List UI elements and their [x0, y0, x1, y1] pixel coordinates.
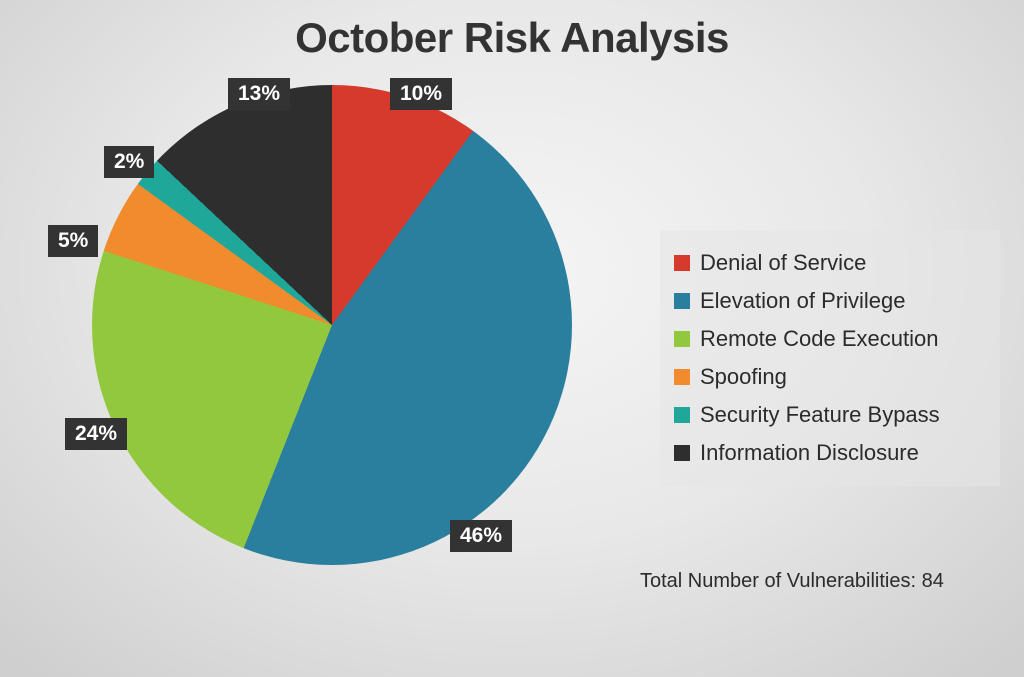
- legend-swatch-4: [674, 407, 690, 423]
- legend-label-0: Denial of Service: [700, 250, 866, 276]
- data-label-5: 13%: [228, 78, 290, 110]
- chart-footnote: Total Number of Vulnerabilities: 84: [640, 570, 944, 593]
- legend-item-4: Security Feature Bypass: [674, 396, 986, 434]
- legend-swatch-2: [674, 331, 690, 347]
- legend-swatch-3: [674, 369, 690, 385]
- data-label-3: 5%: [48, 225, 98, 257]
- legend-item-5: Information Disclosure: [674, 434, 986, 472]
- legend-item-1: Elevation of Privilege: [674, 282, 986, 320]
- legend-swatch-1: [674, 293, 690, 309]
- legend-swatch-0: [674, 255, 690, 271]
- legend-item-3: Spoofing: [674, 358, 986, 396]
- data-label-4: 2%: [104, 146, 154, 178]
- legend-item-2: Remote Code Execution: [674, 320, 986, 358]
- pie-chart-container: [92, 85, 572, 565]
- legend-label-3: Spoofing: [700, 364, 787, 390]
- legend-label-5: Information Disclosure: [700, 440, 919, 466]
- chart-title: October Risk Analysis: [0, 14, 1024, 62]
- legend-label-1: Elevation of Privilege: [700, 288, 905, 314]
- legend-swatch-5: [674, 445, 690, 461]
- chart-legend: Denial of Service Elevation of Privilege R…: [660, 230, 1000, 486]
- pie-chart: [92, 85, 572, 565]
- data-label-0: 10%: [390, 78, 452, 110]
- legend-label-2: Remote Code Execution: [700, 326, 938, 352]
- legend-item-0: Denial of Service: [674, 244, 986, 282]
- data-label-2: 24%: [65, 418, 127, 450]
- legend-label-4: Security Feature Bypass: [700, 402, 940, 428]
- data-label-1: 46%: [450, 520, 512, 552]
